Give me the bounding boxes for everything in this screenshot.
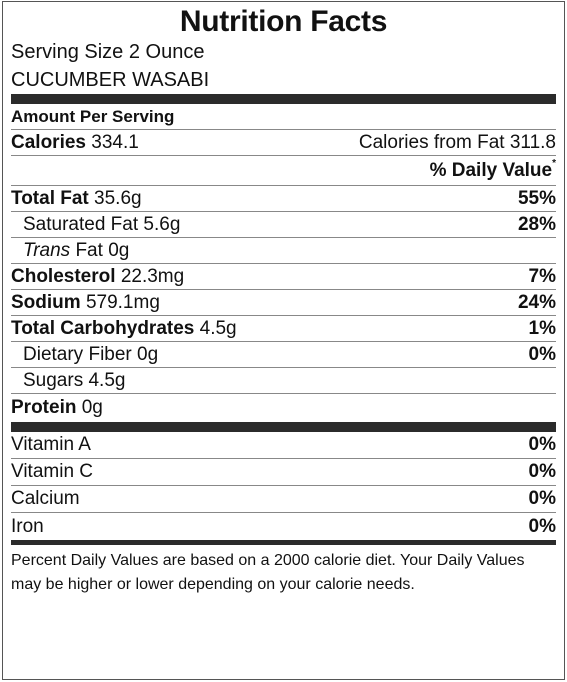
vitamin-c-label: Vitamin C <box>11 461 94 482</box>
iron-label: Iron <box>11 515 44 537</box>
label-title: Nutrition Facts <box>179 5 388 38</box>
calcium-pct: 0% <box>528 488 556 509</box>
total-fat-pct: 55% <box>517 187 556 209</box>
dietary-fiber-label: Dietary Fiber <box>23 343 132 365</box>
iron-row: Iron 0% <box>11 513 556 540</box>
sodium-pct: 24% <box>517 291 556 313</box>
thick-divider <box>11 94 556 104</box>
total-carbs-label: Total Carbohydrates <box>11 317 195 339</box>
sugars-amount: 4.5g <box>88 369 126 391</box>
vitamin-c-row: Vitamin C 0% <box>11 459 556 486</box>
total-fat-row: Total Fat 35.6g 55% <box>11 186 556 212</box>
cholesterol-pct: 7% <box>528 265 556 287</box>
total-fat-amount: 35.6g <box>94 187 142 209</box>
trans-fat-label: Trans <box>23 239 71 261</box>
saturated-fat-amount: 5.6g <box>143 213 181 235</box>
cholesterol-label: Cholesterol <box>11 265 116 287</box>
dietary-fiber-amount: 0g <box>137 343 159 365</box>
trans-fat-suffix: Fat <box>75 239 103 261</box>
sodium-label: Sodium <box>11 291 81 313</box>
food-name: CUCUMBER WASABI <box>11 69 210 91</box>
trans-fat-amount: 0g <box>108 239 130 261</box>
vitamin-a-pct: 0% <box>528 434 556 455</box>
calories-label: Calories <box>11 131 86 153</box>
total-fat-label: Total Fat <box>11 187 89 209</box>
sugars-label: Sugars <box>23 369 84 391</box>
sugars-row: Sugars 4.5g <box>11 368 556 394</box>
vitamin-c-pct: 0% <box>528 461 556 482</box>
daily-value-asterisk: * <box>552 158 556 170</box>
saturated-fat-label: Saturated Fat <box>23 213 139 235</box>
calcium-label: Calcium <box>11 488 80 509</box>
sodium-row: Sodium 579.1mg 24% <box>11 290 556 316</box>
total-carbs-pct: 1% <box>528 317 556 339</box>
protein-amount: 0g <box>81 397 103 418</box>
daily-value-header-row: % Daily Value* <box>11 156 556 186</box>
footnote-divider <box>11 540 556 545</box>
thick-divider-vitamins <box>11 422 556 432</box>
iron-pct: 0% <box>528 515 556 537</box>
saturated-fat-row: Saturated Fat 5.6g 28% <box>11 212 556 238</box>
vitamin-a-row: Vitamin A 0% <box>11 432 556 459</box>
calories-row: Calories 334.1 Calories from Fat 311.8 <box>11 130 556 156</box>
amount-per-serving: Amount Per Serving <box>11 104 556 130</box>
total-carbs-amount: 4.5g <box>199 317 237 339</box>
saturated-fat-pct: 28% <box>517 213 556 235</box>
serving-size: Serving Size 2 Ounce <box>11 41 205 63</box>
amount-per-serving-label: Amount Per Serving <box>11 106 175 126</box>
sodium-amount: 579.1mg <box>85 291 160 313</box>
trans-fat-row: Trans Fat 0g <box>11 238 556 264</box>
cholesterol-amount: 22.3mg <box>120 265 185 287</box>
calcium-row: Calcium 0% <box>11 486 556 513</box>
vitamin-a-label: Vitamin A <box>11 434 91 455</box>
protein-label: Protein <box>11 397 77 418</box>
calories-value: 334.1 <box>91 131 139 153</box>
calories-from-fat: Calories from Fat 311.8 <box>358 131 556 153</box>
dietary-fiber-row: Dietary Fiber 0g 0% <box>11 342 556 368</box>
total-carbs-row: Total Carbohydrates 4.5g 1% <box>11 316 556 342</box>
protein-row: Protein 0g <box>11 394 556 422</box>
daily-value-header: % Daily Value <box>429 159 553 181</box>
footnote: Percent Daily Values are based on a 2000… <box>11 552 525 593</box>
cholesterol-row: Cholesterol 22.3mg 7% <box>11 264 556 290</box>
dietary-fiber-pct: 0% <box>528 343 556 365</box>
